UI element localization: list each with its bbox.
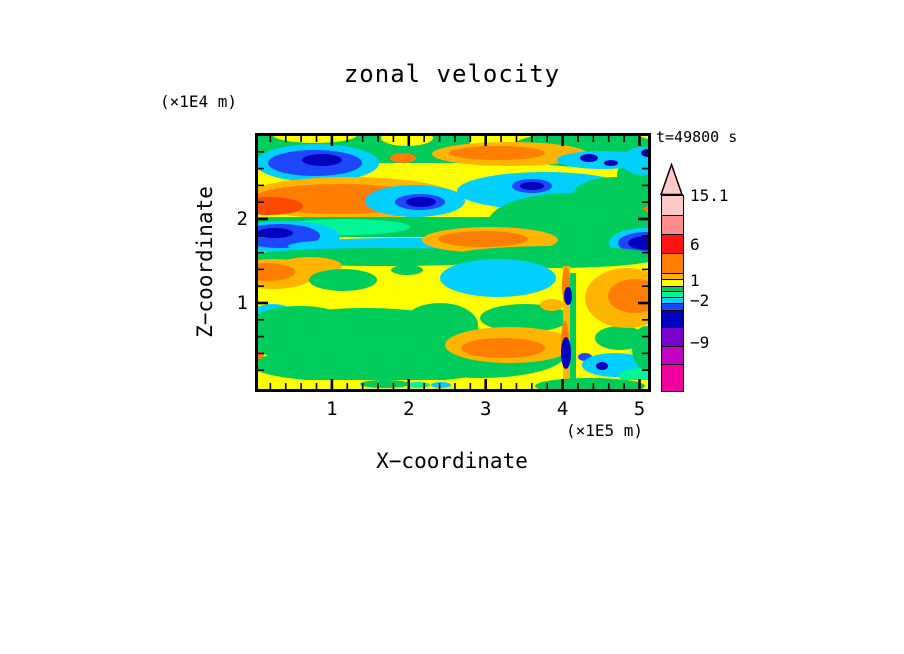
x-tick-label-1: 1 bbox=[326, 398, 338, 420]
contour-blob-green bbox=[573, 177, 651, 213]
x-axis-title: X−coordinate bbox=[376, 449, 528, 473]
contour-blob-orange bbox=[461, 338, 545, 358]
colorbar-band-12 bbox=[662, 346, 683, 364]
colorbar-band-1 bbox=[662, 215, 683, 234]
colorbar-band-0 bbox=[662, 196, 683, 215]
contour-blob-cyan bbox=[440, 259, 556, 297]
x-tick-label-2: 2 bbox=[403, 398, 415, 420]
contour-blob-green bbox=[391, 265, 423, 275]
contour-blob-orange bbox=[390, 153, 416, 163]
colorbar-label-1: 6 bbox=[690, 235, 700, 254]
contour-blob-green bbox=[570, 273, 576, 388]
contour-blob-navy bbox=[580, 154, 598, 162]
colorbar-label-4: −9 bbox=[690, 333, 710, 352]
contour-blob-green bbox=[309, 269, 377, 291]
contour-field-svg bbox=[255, 133, 651, 392]
contour-blob-orange bbox=[449, 146, 545, 160]
colorbar-band-10 bbox=[662, 310, 683, 327]
contour-blob-spring bbox=[619, 368, 651, 384]
contour-blob-orange bbox=[608, 279, 651, 313]
plot-frame bbox=[255, 133, 651, 392]
contour-plot-area bbox=[255, 133, 651, 392]
colorbar-band-4 bbox=[662, 273, 683, 279]
colorbar-band-7 bbox=[662, 291, 683, 297]
chart-title: zonal velocity bbox=[343, 60, 561, 88]
colorbar-overflow-arrow-icon bbox=[660, 163, 683, 195]
contour-blob-orange bbox=[438, 231, 528, 247]
colorbar-band-8 bbox=[662, 297, 683, 303]
contour-blob-navy bbox=[406, 197, 436, 207]
contour-blob-navy bbox=[561, 337, 571, 369]
colorbar-band-5 bbox=[662, 279, 683, 286]
z-tick-label-1: 1 bbox=[236, 292, 248, 314]
contour-blob-navy bbox=[596, 362, 608, 370]
contour-blob-cyan bbox=[431, 382, 451, 388]
contour-blob-navy bbox=[520, 182, 544, 190]
contour-blob-orange bbox=[255, 263, 295, 281]
contour-blob-green bbox=[255, 306, 355, 350]
z-tick-label-2: 2 bbox=[236, 208, 248, 230]
contour-blob-navy bbox=[257, 228, 293, 238]
colorbar bbox=[661, 195, 684, 392]
z-axis-units-label: (×1E4 m) bbox=[160, 92, 238, 111]
axis-ticks bbox=[258, 136, 648, 389]
contour-blob-gold bbox=[540, 299, 564, 311]
contour-blob-navy bbox=[628, 236, 651, 250]
colorbar-band-11 bbox=[662, 327, 683, 346]
contour-field bbox=[255, 133, 651, 392]
contour-blob-green bbox=[480, 304, 570, 332]
colorbar-label-2: 1 bbox=[690, 271, 700, 290]
x-tick-label-4: 4 bbox=[556, 398, 569, 420]
colorbar-band-9 bbox=[662, 303, 683, 310]
contour-blob-navy bbox=[302, 154, 342, 166]
colorbar-label-0: 15.1 bbox=[690, 186, 729, 205]
colorbar-band-3 bbox=[662, 253, 683, 273]
x-axis-units-label: (×1E5 m) bbox=[566, 421, 644, 440]
contour-blob-cyan bbox=[557, 151, 647, 169]
contour-blob-green bbox=[255, 347, 500, 383]
contour-blob-navy bbox=[564, 287, 572, 305]
colorbar-band-6 bbox=[662, 286, 683, 291]
time-annotation: t=49800 s bbox=[656, 128, 738, 146]
x-tick-label-3: 3 bbox=[479, 398, 492, 420]
contour-blob-dkorange bbox=[255, 197, 303, 215]
contour-blob-green bbox=[360, 380, 410, 388]
x-tick-label-5: 5 bbox=[633, 398, 646, 420]
contour-blob-navy bbox=[604, 160, 618, 166]
colorbar-label-3: −2 bbox=[690, 291, 710, 310]
colorbar-band-2 bbox=[662, 234, 683, 253]
colorbar-band-13 bbox=[662, 364, 683, 391]
